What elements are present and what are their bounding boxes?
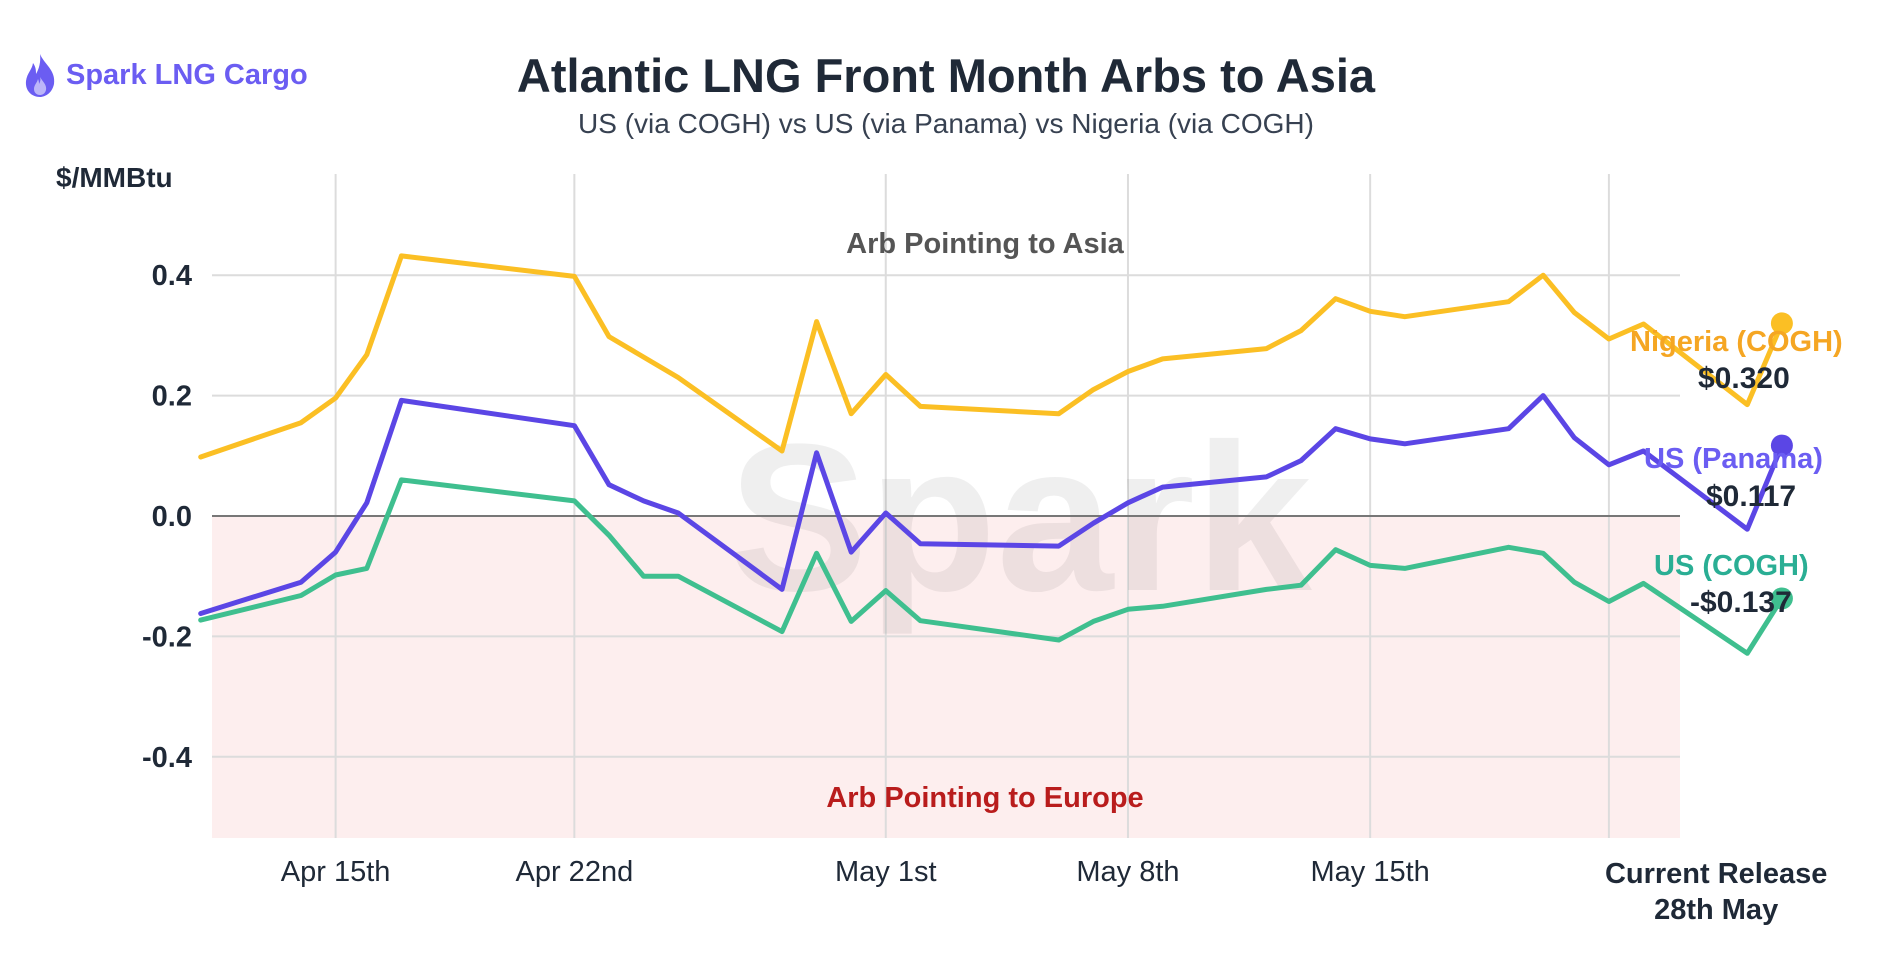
current-release-label: Current Release xyxy=(1605,858,1827,890)
series-value-us-cogh: -$0.137 xyxy=(1690,586,1792,619)
series-line-2 xyxy=(198,477,1785,656)
x-tick-label: May 15th xyxy=(1311,856,1430,888)
series-label-nigeria: Nigeria (COGH) xyxy=(1630,326,1843,358)
y-tick-label: 0.2 xyxy=(152,381,192,413)
x-tick-label: Apr 15th xyxy=(281,856,391,888)
series-value-us-panama: $0.117 xyxy=(1706,480,1797,513)
x-tick-label: May 1st xyxy=(835,856,937,888)
series-label-us-panama: US (Panama) xyxy=(1644,443,1823,475)
chart-title: Atlantic LNG Front Month Arbs to Asia xyxy=(516,49,1376,102)
y-tick-label: -0.4 xyxy=(142,742,192,774)
x-tick-label: May 8th xyxy=(1076,856,1179,888)
series-label-us-cogh: US (COGH) xyxy=(1654,550,1809,582)
series-endpoint-0 xyxy=(1770,312,1793,335)
europe-zone-shading xyxy=(212,516,1680,838)
series-endpoint-2 xyxy=(1770,587,1793,610)
y-tick-label: 0.0 xyxy=(152,501,192,533)
y-axis-label: $/MMBtu xyxy=(56,162,173,193)
brand-name: Spark LNG Cargo xyxy=(66,58,308,91)
brand-logo: Spark LNG Cargo xyxy=(22,52,308,98)
zone-label-europe: Arb Pointing to Europe xyxy=(826,782,1143,814)
series-endpoint-1 xyxy=(1770,434,1793,457)
y-tick-label: -0.2 xyxy=(142,621,192,653)
flame-icon xyxy=(25,54,55,97)
series-line-0 xyxy=(198,253,1785,460)
chart-subtitle: US (via COGH) vs US (via Panama) vs Nige… xyxy=(578,108,1314,139)
x-tick-label: Apr 22nd xyxy=(516,856,634,888)
series-value-nigeria: $0.320 xyxy=(1698,362,1790,395)
series-line-1 xyxy=(198,393,1785,616)
watermark: Spark xyxy=(728,400,1312,635)
y-tick-label: 0.4 xyxy=(152,260,192,292)
current-release-date: 28th May xyxy=(1654,894,1778,926)
zone-label-asia: Arb Pointing to Asia xyxy=(846,228,1125,260)
